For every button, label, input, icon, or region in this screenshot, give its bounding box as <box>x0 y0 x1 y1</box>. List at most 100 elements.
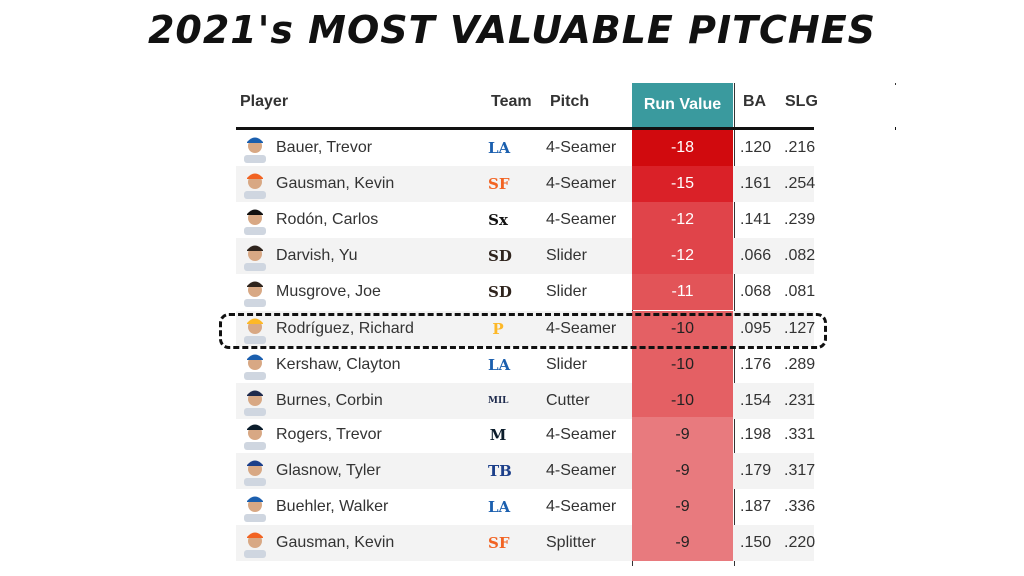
team-logo-icon: Sx <box>488 211 508 229</box>
table-row: Glasnow, Tyler TB 4-Seamer -9 .179 .317 <box>236 453 816 489</box>
ba-value: .141 <box>740 211 772 228</box>
header-slg: SLG <box>785 93 818 110</box>
highlight-box <box>219 313 827 349</box>
team-logo-icon: SD <box>488 283 512 301</box>
team-logo-icon: MIL <box>488 396 509 406</box>
run-value-cell: -11 <box>632 274 733 310</box>
slg-value: .127 <box>784 320 816 337</box>
player-name: Glasnow, Tyler <box>276 462 381 479</box>
player-name: Darvish, Yu <box>276 247 358 264</box>
pitch-type: 4-Seamer <box>546 462 617 479</box>
ba-value: .066 <box>740 247 772 264</box>
player-name: Gausman, Kevin <box>276 534 395 551</box>
header-pitch: Pitch <box>550 93 590 110</box>
header-rule <box>236 127 814 130</box>
player-headshot-icon <box>244 532 266 558</box>
header-run-value: Run Value <box>632 83 733 127</box>
table-row: Gausman, Kevin SF Splitter -9 .150 .220 <box>236 525 816 561</box>
edge-tick <box>895 127 896 130</box>
slg-value: .289 <box>784 356 816 373</box>
team-logo-icon: TB <box>488 462 512 480</box>
slg-value: .254 <box>784 175 816 192</box>
player-name: Rogers, Trevor <box>276 426 382 443</box>
table-row: Buehler, Walker LA 4-Seamer -9 .187 .336 <box>236 489 816 525</box>
pitch-type: 4-Seamer <box>546 320 617 337</box>
run-value-cell: -9 <box>632 453 733 489</box>
table-row: Rodón, Carlos Sx 4-Seamer -12 .141 .239 <box>236 202 816 238</box>
ba-value: .154 <box>740 392 772 409</box>
run-value-cell: -10 <box>632 311 733 347</box>
table-row: Kershaw, Clayton LA Slider -10 .176 .289 <box>236 347 816 383</box>
player-headshot-icon <box>244 424 266 450</box>
player-headshot-icon <box>244 390 266 416</box>
table-row: Rodríguez, Richard P 4-Seamer -10 .095 .127 <box>236 311 816 347</box>
ba-value: .150 <box>740 534 772 551</box>
slg-value: .239 <box>784 211 816 228</box>
player-name: Bauer, Trevor <box>276 139 373 156</box>
pitch-type: 4-Seamer <box>546 426 617 443</box>
player-headshot-icon <box>244 137 266 163</box>
edge-tick <box>895 83 896 85</box>
pitch-type: 4-Seamer <box>546 498 617 515</box>
ba-value: .198 <box>740 426 772 443</box>
pitch-type: 4-Seamer <box>546 211 617 228</box>
ba-value: .095 <box>740 320 772 337</box>
pitch-type: 4-Seamer <box>546 139 617 156</box>
chart-title: 2021's MOST VALUABLE PITCHES <box>147 8 877 52</box>
run-value-cell: -9 <box>632 417 733 453</box>
team-logo-icon: LA <box>488 139 511 157</box>
team-logo-icon: LA <box>488 356 511 374</box>
team-logo-icon: SF <box>488 175 510 193</box>
slg-value: .081 <box>784 283 816 300</box>
ba-value: .068 <box>740 283 772 300</box>
team-logo-icon: SD <box>488 247 512 265</box>
pitch-type: Slider <box>546 356 587 373</box>
player-headshot-icon <box>244 245 266 271</box>
player-name: Burnes, Corbin <box>276 392 383 409</box>
header-ba: BA <box>743 93 767 110</box>
ba-value: .176 <box>740 356 772 373</box>
ba-value: .120 <box>740 139 772 156</box>
slg-value: .336 <box>784 498 816 515</box>
player-headshot-icon <box>244 173 266 199</box>
ba-value: .187 <box>740 498 772 515</box>
run-value-cell: -18 <box>632 130 733 166</box>
player-name: Buehler, Walker <box>276 498 389 515</box>
pitch-type: Slider <box>546 247 587 264</box>
slg-value: .331 <box>784 426 816 443</box>
pitch-type: Cutter <box>546 392 590 409</box>
team-logo-icon: P <box>492 320 504 338</box>
team-logo-icon: SF <box>488 534 510 552</box>
run-value-cell: -15 <box>632 166 733 202</box>
pitch-type: 4-Seamer <box>546 175 617 192</box>
player-headshot-icon <box>244 354 266 380</box>
team-logo-icon: M <box>489 426 507 444</box>
slg-value: .231 <box>784 392 816 409</box>
table-row: Burnes, Corbin MIL Cutter -10 .154 .231 <box>236 383 816 419</box>
player-headshot-icon <box>244 281 266 307</box>
player-headshot-icon <box>244 496 266 522</box>
run-value-cell: -9 <box>632 489 733 525</box>
run-value-cell: -12 <box>632 238 733 274</box>
slg-value: .317 <box>784 462 816 479</box>
table-row: Bauer, Trevor LA 4-Seamer -18 .120 .216 <box>236 130 816 166</box>
header-team: Team <box>491 93 532 110</box>
player-name: Rodón, Carlos <box>276 211 379 228</box>
run-value-cell: -10 <box>632 347 733 383</box>
run-value-cell: -9 <box>632 525 733 561</box>
pitch-type: Slider <box>546 283 587 300</box>
player-headshot-icon <box>244 209 266 235</box>
player-name: Kershaw, Clayton <box>276 356 401 373</box>
ba-value: .161 <box>740 175 772 192</box>
table-row: Darvish, Yu SD Slider -12 .066 .082 <box>236 238 816 274</box>
slg-value: .216 <box>784 139 816 156</box>
player-headshot-icon <box>244 460 266 486</box>
slg-value: .220 <box>784 534 816 551</box>
table-row: Rogers, Trevor M 4-Seamer -9 .198 .331 <box>236 417 816 453</box>
pitch-type: Splitter <box>546 534 596 551</box>
player-name: Musgrove, Joe <box>276 283 381 300</box>
run-value-cell: -10 <box>632 383 733 419</box>
player-name: Gausman, Kevin <box>276 175 395 192</box>
player-name: Rodríguez, Richard <box>276 320 414 337</box>
slg-value: .082 <box>784 247 816 264</box>
